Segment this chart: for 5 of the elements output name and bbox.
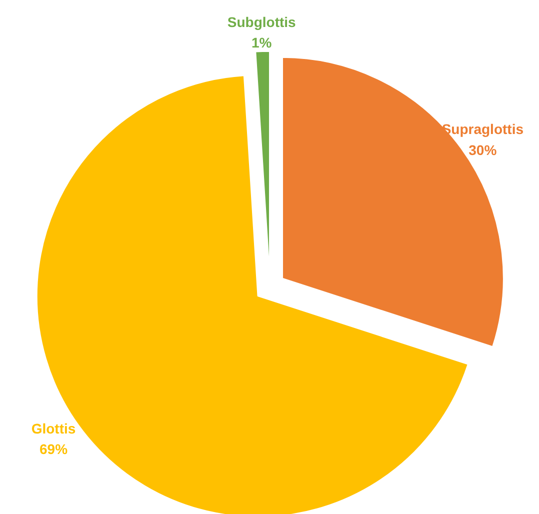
data-label: 69% bbox=[40, 441, 68, 458]
slice-label: Subglottis bbox=[227, 14, 296, 30]
slice-label: Glottis bbox=[31, 420, 76, 436]
data-label: 1% bbox=[251, 34, 272, 51]
data-label: 30% bbox=[468, 142, 498, 158]
